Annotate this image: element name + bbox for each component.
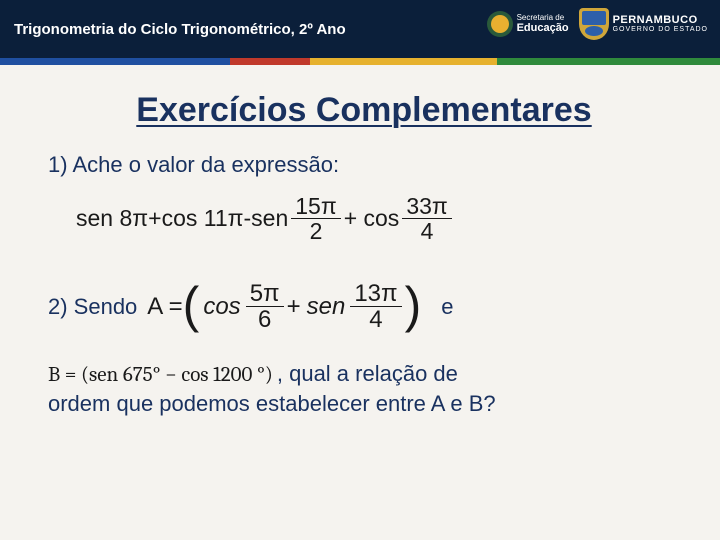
q1-prompt: 1) Ache o valor da expressão: xyxy=(48,152,680,178)
q1-frac1-den: 2 xyxy=(306,219,327,243)
q2-A-frac1-num: 5π xyxy=(246,281,284,307)
q2-A-frac2: 13π 4 xyxy=(350,281,401,332)
stripe-green xyxy=(497,58,720,65)
pernambuco-line1: PERNAMBUCO xyxy=(613,15,708,26)
q1-frac2: 33π 4 xyxy=(402,194,451,243)
logo-pernambuco: PERNAMBUCO GOVERNO DO ESTADO xyxy=(579,8,708,40)
q2-A-frac2-den: 4 xyxy=(365,307,386,332)
q2-A-frac1-den: 6 xyxy=(254,307,275,332)
q2-row-A: 2) Sendo A = ( cos 5π 6 + sen 13π 4 ) e xyxy=(48,281,680,332)
q1-mid: + cos xyxy=(344,205,400,232)
q1-frac1-num: 15π xyxy=(291,194,340,219)
q2-A-prefix: A = xyxy=(147,293,182,321)
q2-A-frac2-num: 13π xyxy=(350,281,401,307)
slide-content: Exercícios Complementares 1) Ache o valo… xyxy=(0,65,720,417)
q2-A-fn1: cos xyxy=(203,293,240,321)
q1-frac2-den: 4 xyxy=(417,219,438,243)
secretaria-text: Secretaria de Educação xyxy=(517,14,569,35)
q2-A-expression: A = ( cos 5π 6 + sen 13π 4 ) xyxy=(147,281,421,332)
q2-line4: ordem que podemos estabelecer entre A e … xyxy=(48,391,680,417)
q1-frac1: 15π 2 xyxy=(291,194,340,243)
q1-frac2-num: 33π xyxy=(402,194,451,219)
header-stripe xyxy=(0,58,720,65)
pernambuco-shield-icon xyxy=(579,8,609,40)
q2-after-B: , qual a relação de xyxy=(277,361,458,387)
q1-expression: sen 8π+cos 11π-sen 15π 2 + cos 33π 4 xyxy=(76,194,455,243)
stripe-red xyxy=(230,58,309,65)
slide-header: Trigonometria do Ciclo Trigonométrico, 2… xyxy=(0,0,720,58)
q2-A-plus: + xyxy=(287,293,301,321)
logo-secretaria: Secretaria de Educação xyxy=(487,11,569,37)
stripe-blue xyxy=(0,58,230,65)
q2-trail-e: e xyxy=(441,294,453,320)
pernambuco-line2: GOVERNO DO ESTADO xyxy=(613,26,708,33)
header-logos: Secretaria de Educação PERNAMBUCO GOVERN… xyxy=(487,8,708,40)
q2-row-B: B = (sen 675° − cos 1200 °) , qual a rel… xyxy=(48,361,680,387)
secretaria-icon xyxy=(487,11,513,37)
pernambuco-text: PERNAMBUCO GOVERNO DO ESTADO xyxy=(613,15,708,33)
q2-B-expression: B = (sen 675° − cos 1200 °) xyxy=(48,363,273,387)
close-paren-icon: ) xyxy=(405,290,422,320)
secretaria-line2: Educação xyxy=(517,22,569,34)
q2-A-frac1: 5π 6 xyxy=(246,281,284,332)
q1-expr-prefix: sen 8π+cos 11π-sen xyxy=(76,205,288,232)
header-title: Trigonometria do Ciclo Trigonométrico, 2… xyxy=(14,21,346,38)
open-paren-icon: ( xyxy=(183,290,200,320)
secretaria-line1: Secretaria de xyxy=(517,14,569,23)
q2-label: 2) Sendo xyxy=(48,294,137,320)
page-title: Exercícios Complementares xyxy=(48,91,680,130)
stripe-yellow xyxy=(310,58,497,65)
q2-A-fn2: sen xyxy=(307,293,346,321)
